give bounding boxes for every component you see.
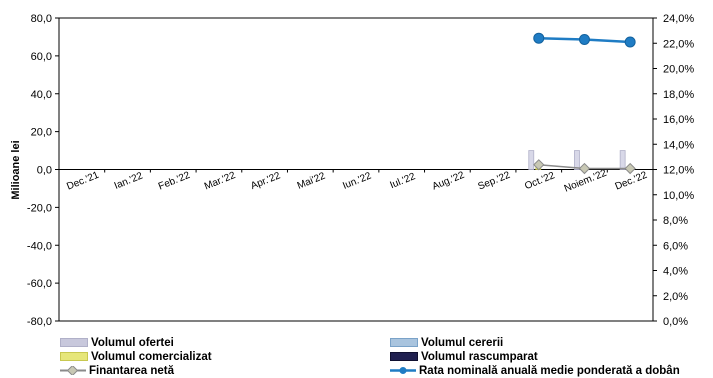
right-tick-label: 20,0% <box>663 64 694 76</box>
right-tick-label: 6,0% <box>663 240 688 252</box>
legend-swatch-volumul-comercializat <box>60 352 88 361</box>
point-finantarea-neta <box>578 162 591 175</box>
legend-label: Rata nominală anuală medie ponderată a d… <box>419 364 680 377</box>
y-axis-label: Milioane lei <box>10 140 22 199</box>
right-tick-label: 16,0% <box>663 114 694 126</box>
x-tick-label: Aug.'22 <box>431 170 467 193</box>
left-tick-label: 80,0 <box>31 13 52 25</box>
legend-item-volumul-cererii: Volumul cererii <box>390 335 503 350</box>
bar-volumul-ofertei <box>574 150 580 170</box>
x-axis: Dec.'21 Ian.'22 Feb.'22 Mar.'22 Apr.'22 Mai'2… <box>58 168 653 195</box>
left-tick-label: -20,0 <box>27 202 52 214</box>
x-tick-label: Apr.'22 <box>249 170 282 192</box>
chart-marks <box>528 32 636 175</box>
left-tick-label: 0,0 <box>37 165 52 177</box>
legend-swatch-volumul-rascumparat <box>390 352 418 361</box>
legend-label: Volumul ofertei <box>91 336 174 349</box>
legend-label: Volumul rascumparat <box>421 350 538 363</box>
right-tick-label: 4,0% <box>663 266 688 278</box>
chart: -80,0-60,0-40,0-20,00,020,040,060,080,0 … <box>10 13 694 328</box>
bar-volumul-ofertei <box>528 150 535 170</box>
x-tick-label: Mai'22 <box>296 170 328 191</box>
legend-swatch-volumul-ofertei <box>60 338 88 347</box>
legend-label: Finantarea netă <box>89 364 174 377</box>
left-axis: -80,0 -60,0 -40,0 -20,0 0,0 20,0 40,0 60,0 80,0 <box>27 13 59 328</box>
right-tick-label: 24,0% <box>663 13 694 25</box>
x-tick-label: Ian.'22 <box>113 170 145 191</box>
legend-swatch-volumul-cererii <box>390 338 418 347</box>
legend-item-volumul-comercializat: Volumul comercializat <box>60 349 212 364</box>
right-tick-label: 22,0% <box>663 38 694 50</box>
legend-swatch-rata-nominala <box>390 366 416 375</box>
legend-label: Volumul comercializat <box>91 350 212 363</box>
point-rata-nominala <box>533 32 545 44</box>
left-tick-label: 60,0 <box>31 51 52 63</box>
left-tick-label: 40,0 <box>31 89 52 101</box>
left-tick-label: -60,0 <box>27 278 52 290</box>
line-marker-icon <box>60 364 86 377</box>
legend: Volumul ofertei Volumul cererii Volumul … <box>60 335 680 378</box>
right-tick-label: 0,0% <box>663 316 688 328</box>
x-tick-label: Iul.'22 <box>388 171 417 191</box>
left-tick-label: 20,0 <box>31 127 52 139</box>
legend-swatch-finantarea-neta <box>60 364 86 377</box>
x-tick-label: Dec.'22 <box>614 170 650 193</box>
right-tick-label: 2,0% <box>663 291 688 303</box>
right-tick-label: 10,0% <box>663 190 694 202</box>
legend-item-volumul-rascumparat: Volumul rascumparat <box>390 349 538 364</box>
point-rata-nominala <box>624 36 636 48</box>
legend-item-finantarea-neta: Finantarea netă <box>60 363 174 378</box>
x-tick-label: Feb.'22 <box>157 170 192 193</box>
legend-item-volumul-ofertei: Volumul ofertei <box>60 335 174 350</box>
point-finantarea-neta <box>533 159 545 171</box>
legend-item-rata-nominala: Rata nominală anuală medie ponderată a d… <box>390 363 680 378</box>
right-tick-label: 12,0% <box>663 165 694 177</box>
right-tick-label: 14,0% <box>663 139 694 151</box>
line-marker-icon <box>390 367 416 374</box>
x-tick-label: Oct.'22 <box>523 170 557 192</box>
x-tick-label: Sep.'22 <box>476 170 512 193</box>
right-tick-label: 18,0% <box>663 89 694 101</box>
point-rata-nominala <box>578 33 590 45</box>
right-tick-label: 8,0% <box>663 215 688 227</box>
right-axis: 0,0% 2,0% 4,0% 6,0% 8,0% 10,0% 12,0% 14,0% 16,0%… <box>653 13 694 328</box>
point-finantarea-neta <box>624 162 636 175</box>
legend-label: Volumul cererii <box>421 336 504 349</box>
x-tick-label: Mar.'22 <box>203 170 238 193</box>
left-tick-label: -80,0 <box>27 316 52 328</box>
x-tick-label: Iun.'22 <box>341 170 373 191</box>
bar-volumul-ofertei <box>619 150 626 170</box>
x-tick-label: Dec.'21 <box>65 170 101 193</box>
left-tick-label: -40,0 <box>27 240 52 252</box>
